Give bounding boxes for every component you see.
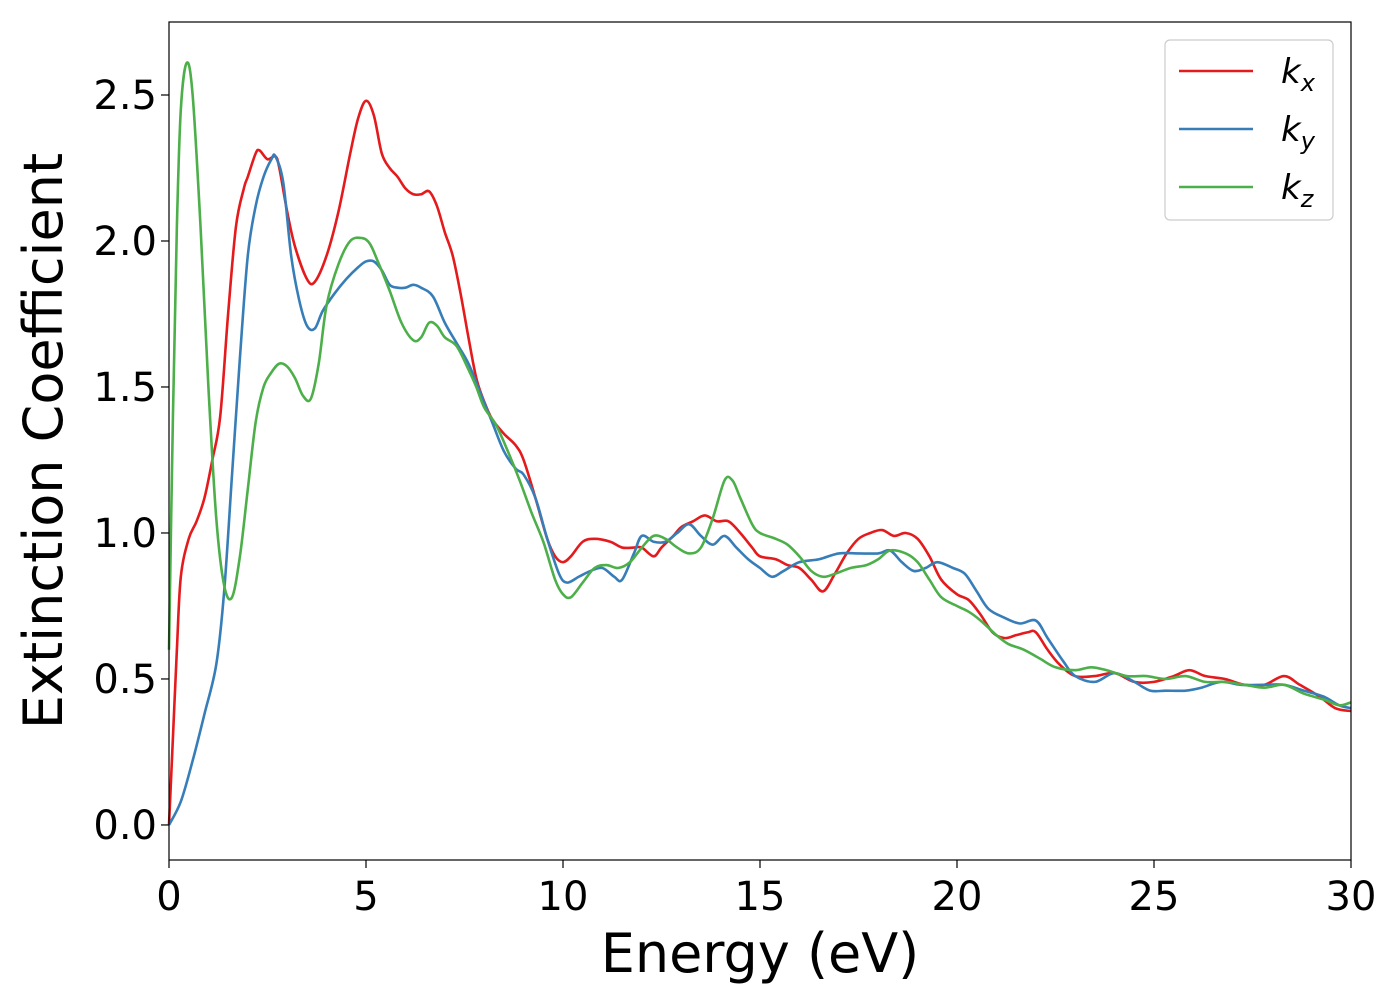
x-axis-ticks: 0 5 10 15 20 25 30 [156,860,1376,920]
y-axis-label: Extinction Coefficient [12,153,75,729]
y-tick-label: 2.0 [93,219,157,265]
legend-label-ky: ky [1281,110,1316,155]
x-tick-label: 15 [735,874,786,920]
legend-label-kx: kx [1281,52,1316,97]
series-layer [167,61,1352,826]
x-tick-label: 0 [156,874,181,920]
y-tick-label: 0.0 [93,803,157,849]
y-tick-label: 0.5 [93,657,157,703]
series-line-ky [167,153,1352,826]
x-tick-label: 5 [353,874,378,920]
y-tick-label: 1.5 [93,365,157,411]
y-tick-label: 2.5 [93,73,157,119]
plot-area [169,22,1351,860]
legend: kx ky kz [1164,39,1334,221]
x-axis-label: Energy (eV) [601,922,920,985]
x-tick-label: 25 [1129,874,1180,920]
x-tick-label: 30 [1326,874,1377,920]
series-line-kz [167,61,1352,707]
y-tick-label: 1.0 [93,511,157,557]
legend-label-kz: kz [1281,168,1315,213]
legend-items: kx ky kz [1179,52,1316,213]
x-tick-label: 10 [538,874,589,920]
x-tick-label: 20 [932,874,983,920]
y-axis-ticks: 0.0 0.5 1.0 1.5 2.0 2.5 [93,73,169,849]
